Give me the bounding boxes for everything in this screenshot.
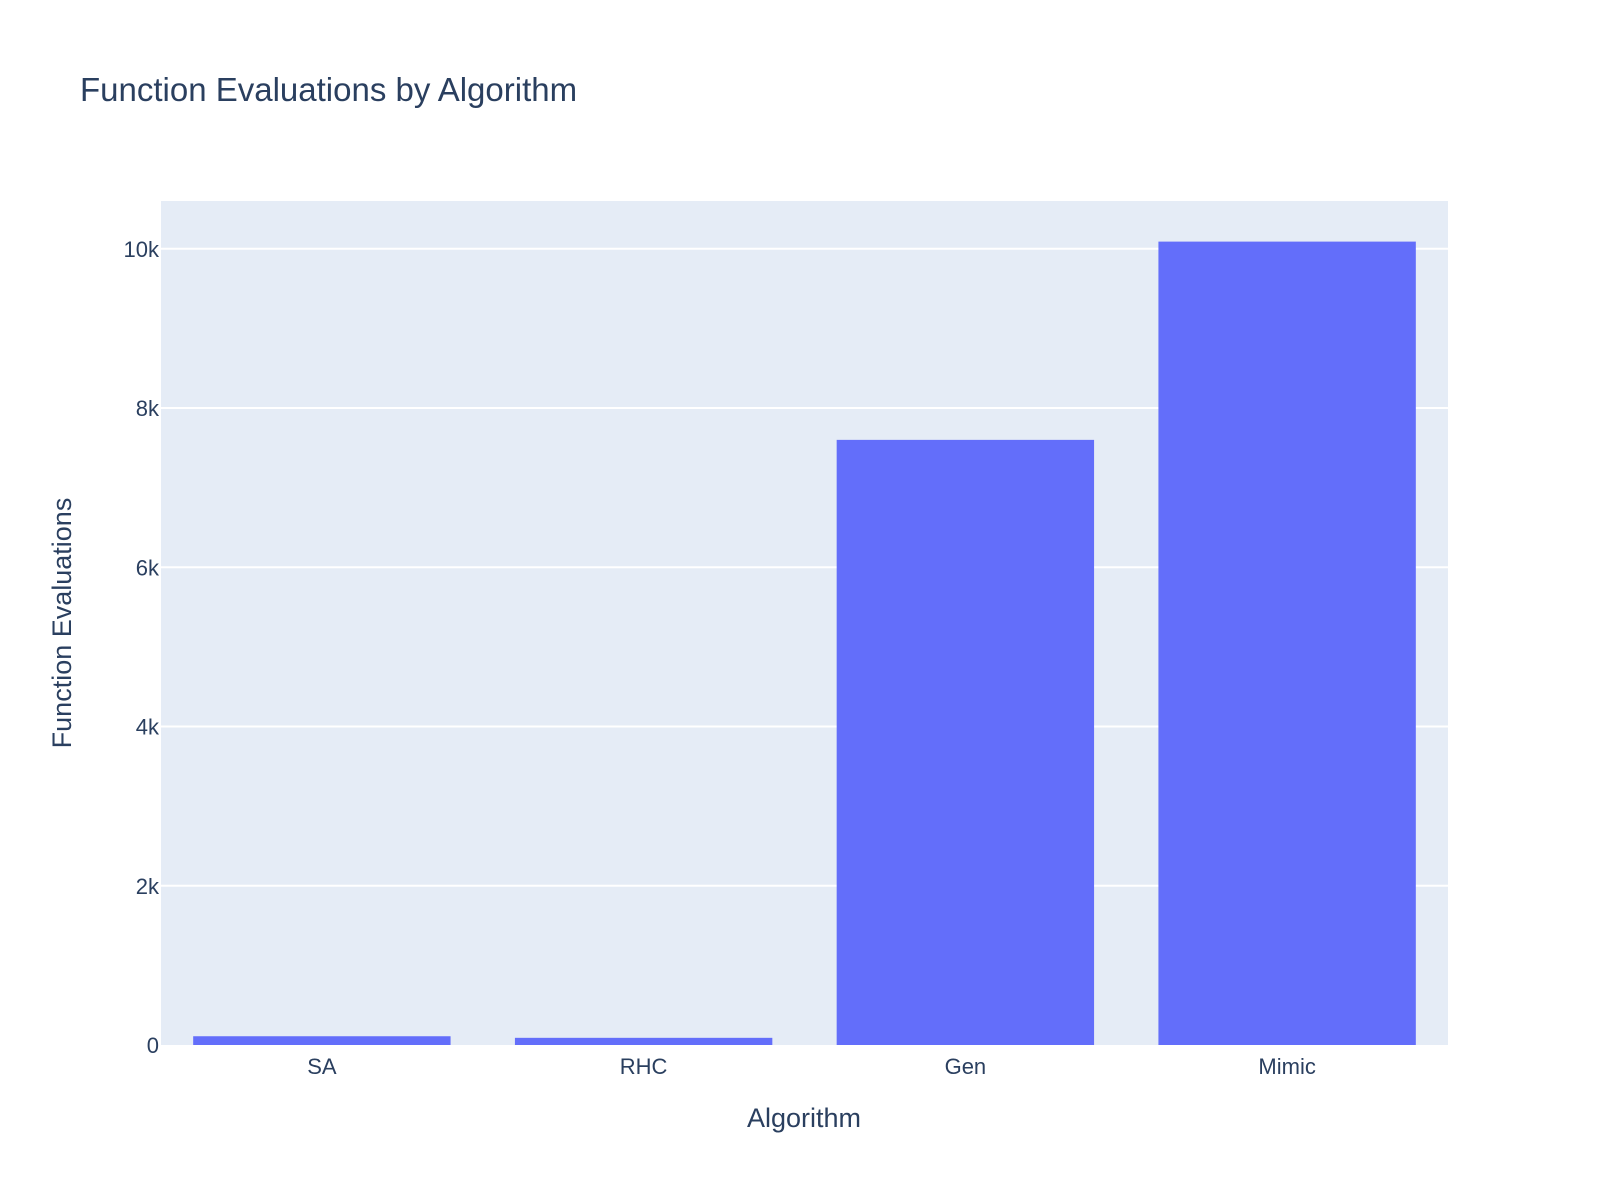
bar-mimic [1158, 241, 1416, 1045]
x-axis-ticks: SA RHC Gen Mimic [307, 1054, 1316, 1079]
bar-gen [836, 439, 1095, 1045]
y-tick-label: 10k [124, 237, 160, 262]
y-tick-label: 6k [136, 555, 160, 580]
y-tick-label: 8k [136, 396, 160, 421]
bar-rhc [514, 1037, 773, 1045]
x-tick-label: SA [307, 1054, 337, 1079]
bars [193, 241, 1416, 1045]
x-tick-label: Mimic [1258, 1054, 1315, 1079]
y-tick-label: 4k [136, 715, 160, 740]
chart-title: Function Evaluations by Algorithm [80, 71, 577, 108]
bar-sa [193, 1036, 451, 1045]
x-axis-title: Algorithm [747, 1103, 861, 1133]
y-tick-label: 2k [136, 874, 160, 899]
y-tick-label: 0 [147, 1033, 159, 1058]
x-tick-label: Gen [945, 1054, 987, 1079]
y-axis-title: Function Evaluations [47, 498, 77, 749]
y-axis-ticks: 0 2k 4k 6k 8k 10k [124, 237, 160, 1058]
x-tick-label: RHC [620, 1054, 668, 1079]
